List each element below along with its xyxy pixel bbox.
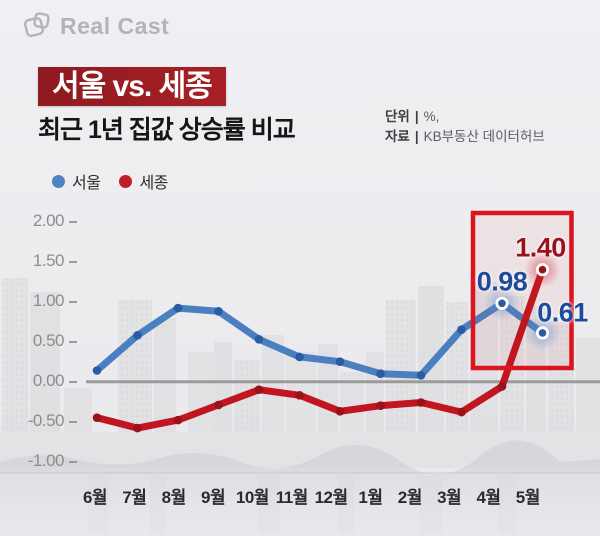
data-point-sejong — [254, 385, 264, 395]
meta-label: 단위 — [385, 109, 410, 124]
page-title: 서울 vs. 세종 — [52, 69, 213, 103]
chart-meta: 단위 |%, 자료 | KB부동산 데이터허브 — [385, 107, 545, 147]
data-point-sejong — [376, 401, 385, 411]
data-point-sejong — [214, 400, 223, 410]
meta-separator: | — [414, 129, 419, 144]
data-point-seoul — [295, 352, 304, 362]
legend-item-seoul: 서울 — [52, 169, 101, 193]
legend-dot-sejong — [119, 174, 133, 188]
data-point-seoul — [214, 307, 223, 316]
data-point-seoul — [457, 325, 466, 335]
data-point-seoul — [335, 357, 345, 367]
chart-legend: 서울 세종 — [52, 169, 168, 193]
meta-label: 자료 — [385, 129, 410, 144]
data-point-sejong — [457, 407, 466, 417]
legend-dot-seoul — [52, 174, 65, 188]
meta-value: KB부동산 데이터허브 — [423, 129, 545, 144]
highlight-box — [470, 210, 574, 371]
title-banner: 서울 vs. 세종 — [38, 67, 226, 106]
data-point-seoul — [133, 331, 142, 340]
data-point-sejong — [295, 391, 304, 400]
meta-line: 단위 |%, — [385, 107, 545, 127]
meta-value: %, — [423, 109, 440, 124]
data-point-seoul — [254, 335, 264, 344]
legend-item-sejong: 세종 — [119, 169, 168, 193]
meta-line: 자료 | KB부동산 데이터허브 — [385, 127, 545, 147]
legend-label: 세종 — [139, 175, 168, 192]
data-point-seoul — [416, 371, 426, 380]
data-point-sejong — [335, 407, 345, 416]
data-point-sejong — [92, 413, 102, 423]
realcast-logo-text: Real Cast — [60, 12, 170, 39]
page-subtitle: 최근 1년 집값 상승률 비교 — [38, 116, 296, 144]
realcast-logo-icon — [23, 12, 50, 38]
series-line-seoul — [93, 299, 546, 379]
data-point-sejong — [173, 415, 183, 425]
data-point-seoul — [92, 366, 102, 375]
meta-separator: | — [414, 109, 419, 124]
data-point-sejong — [416, 398, 426, 407]
highlighted-data-point-seoul — [495, 296, 509, 310]
highlighted-data-point-seoul — [535, 326, 550, 340]
highlighted-data-point-sejong — [535, 263, 550, 277]
data-point-sejong — [497, 382, 507, 391]
data-point-sejong — [133, 423, 142, 433]
realcast-logo: Real Cast — [22, 10, 169, 42]
data-point-seoul — [173, 303, 183, 313]
legend-label: 서울 — [72, 175, 101, 192]
data-point-seoul — [376, 369, 385, 379]
header-bar: Real Cast — [22, 10, 169, 42]
series-line-sejong — [93, 266, 546, 432]
